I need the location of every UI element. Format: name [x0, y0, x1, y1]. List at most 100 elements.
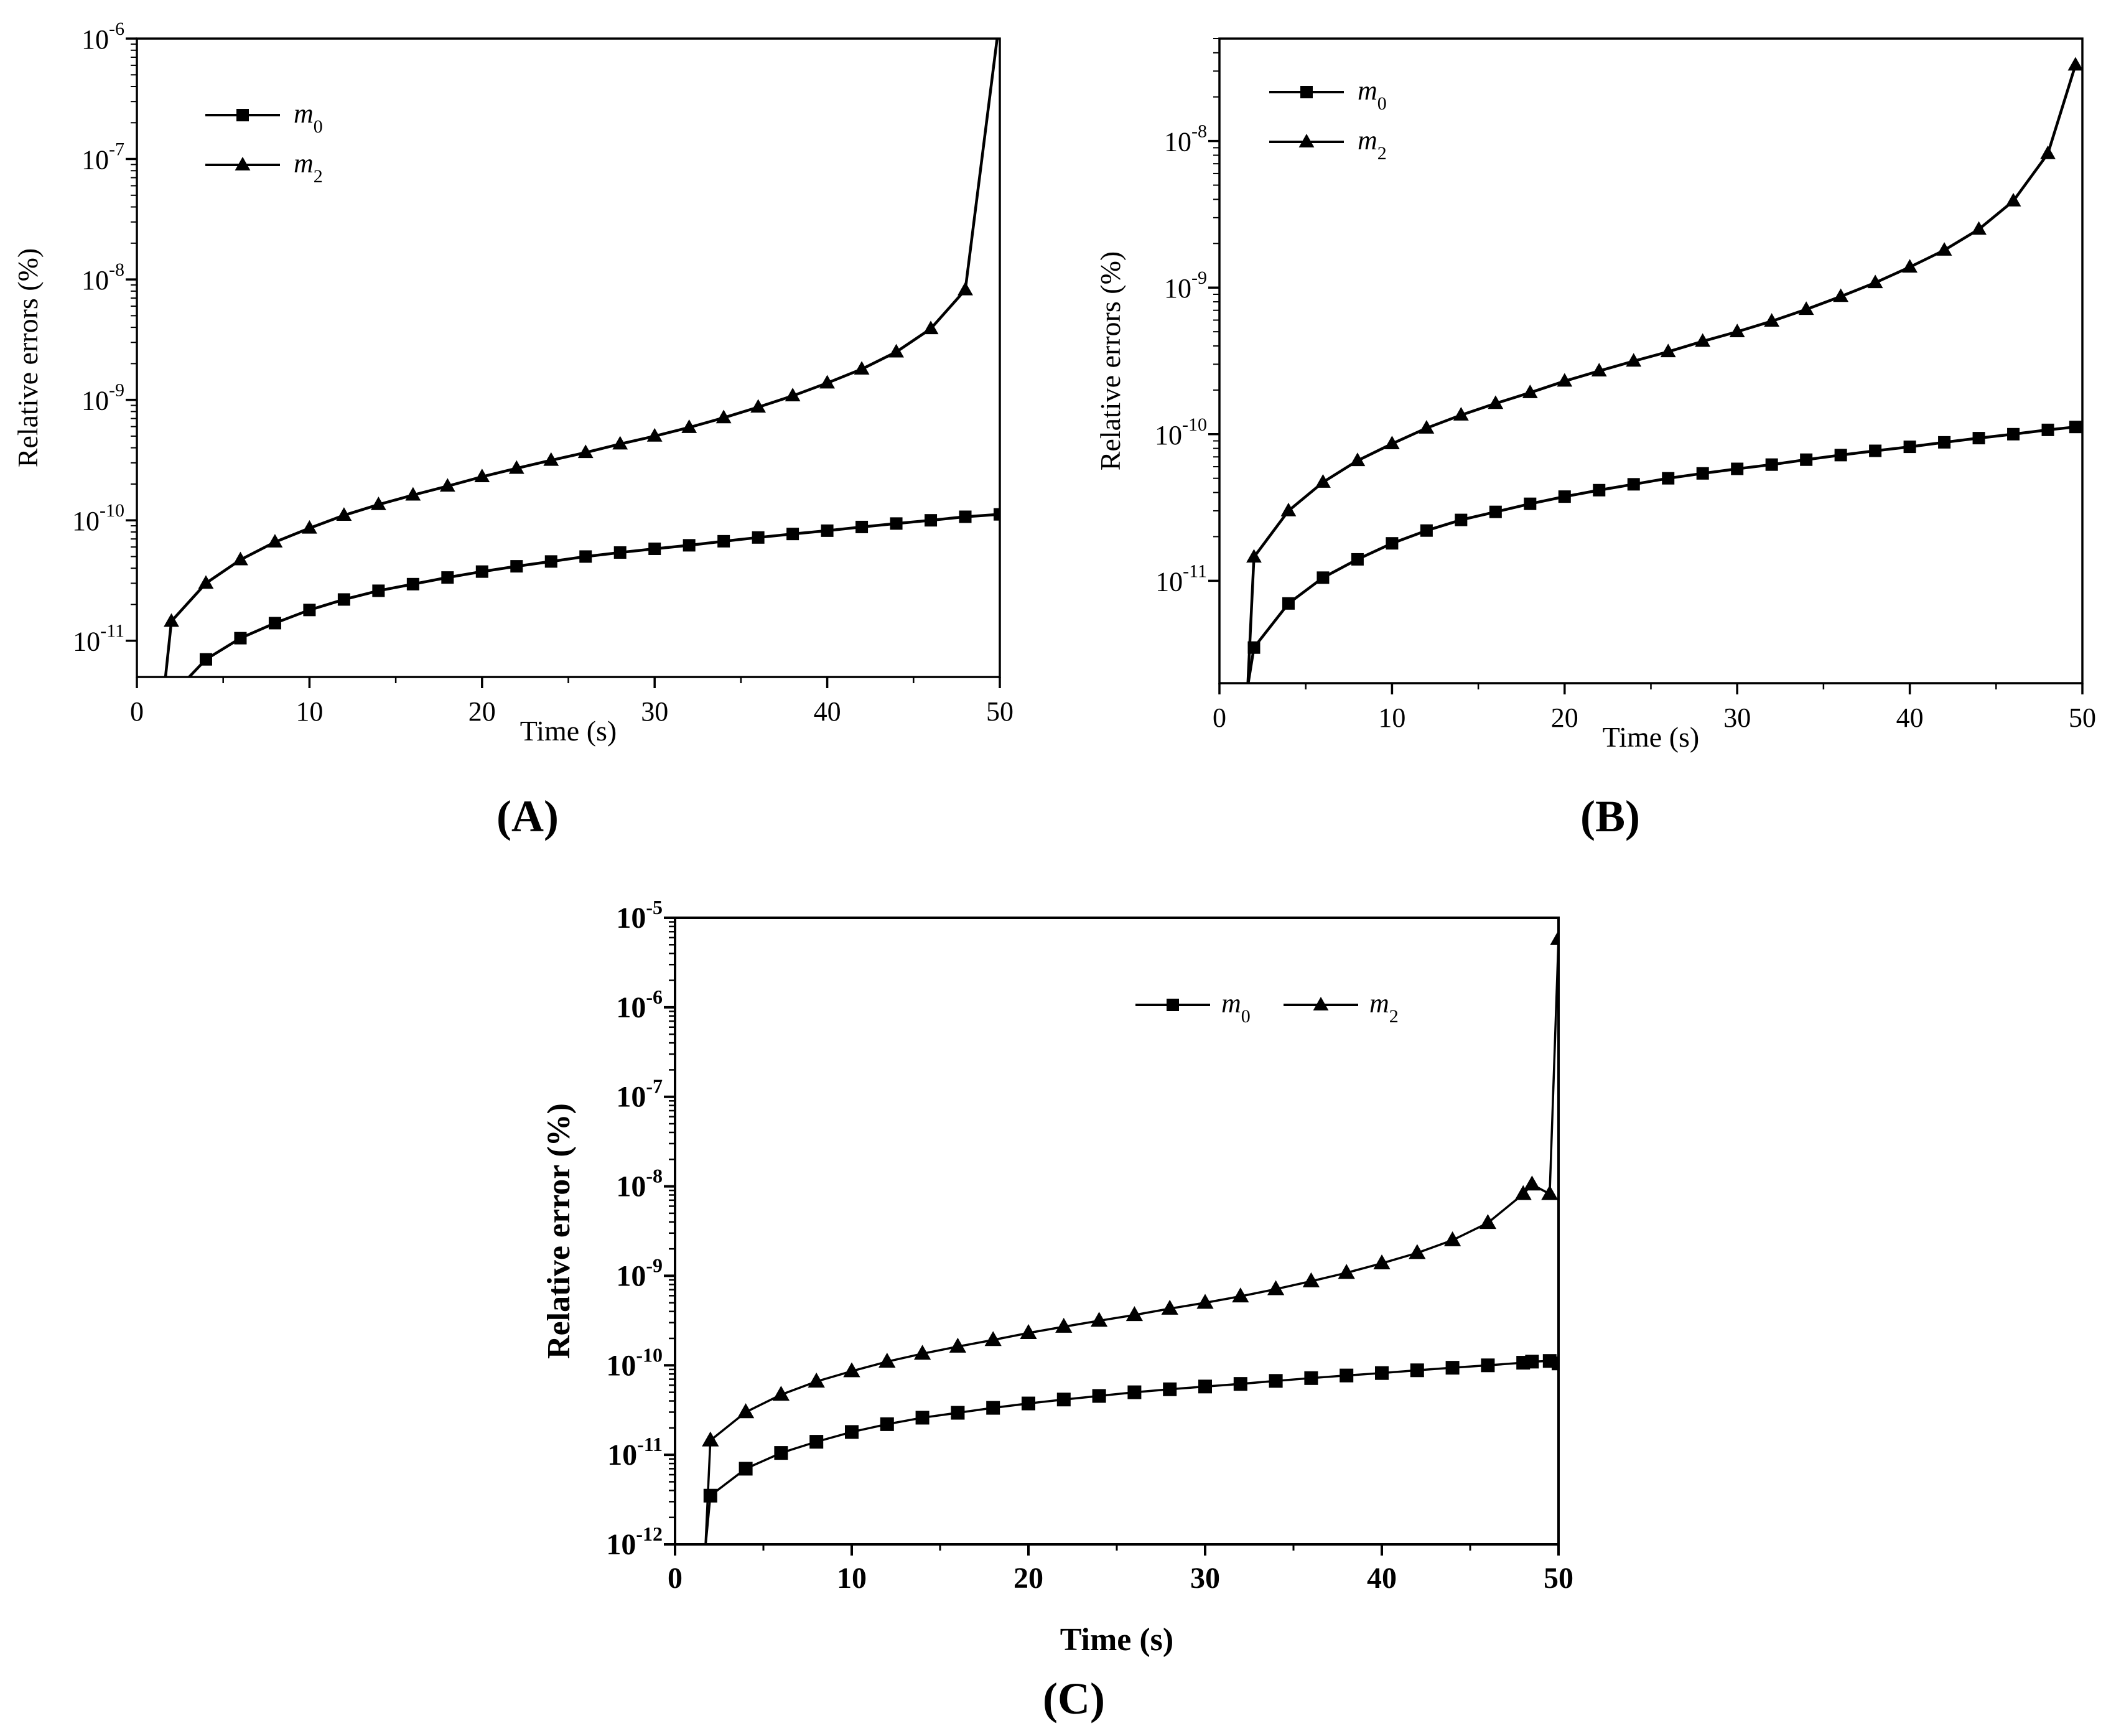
data-point-m0 [268, 617, 281, 630]
data-point-m2 [1280, 502, 1297, 516]
plot-frame [674, 917, 1560, 1546]
data-point-m0 [1282, 597, 1295, 610]
y-tick-label: 10-8 [1164, 121, 1207, 157]
y-axis-title: Relative errors (%) [12, 248, 44, 468]
data-point-m2 [1349, 452, 1366, 467]
y-tick-label: 10-8 [82, 259, 124, 296]
data-point-m0 [1233, 1377, 1247, 1391]
data-point-m0 [1524, 497, 1537, 510]
data-point-m0 [1351, 553, 1364, 566]
data-point-m0 [1410, 1363, 1424, 1378]
data-point-m0 [372, 584, 385, 597]
data-point-m2 [1384, 436, 1400, 450]
data-point-m2 [1196, 1294, 1214, 1309]
legend-label: m0 [1358, 75, 1387, 114]
data-point-m0 [959, 510, 972, 523]
data-point-m0 [739, 1462, 753, 1476]
data-point-m0 [951, 1406, 965, 1420]
data-point-m0 [1022, 1396, 1035, 1411]
data-point-m0 [1489, 505, 1502, 518]
data-point-m0 [786, 528, 799, 541]
data-point-m0 [1375, 1366, 1389, 1380]
data-point-m2 [577, 444, 594, 459]
data-point-m0 [1198, 1379, 1212, 1394]
data-point-m0 [774, 1446, 788, 1460]
data-point-m0 [1869, 444, 1882, 457]
y-tick-label: 10-11 [1155, 561, 1207, 597]
y-axis-title: Relative error (%) [541, 1103, 577, 1359]
data-point-m2 [819, 375, 835, 389]
data-point-m2 [1302, 1272, 1320, 1287]
series-line-m2 [1246, 64, 2077, 683]
data-point-m2 [1591, 363, 1607, 376]
data-point-m0 [544, 555, 557, 568]
data-point-m0 [1455, 513, 1468, 526]
data-point-m2 [1833, 288, 1849, 302]
data-point-m2 [854, 361, 870, 375]
data-point-m0 [880, 1417, 894, 1431]
data-point-m2 [370, 496, 386, 510]
data-point-m2 [888, 343, 904, 358]
legend-marker [1298, 133, 1315, 147]
data-point-m0 [1481, 1358, 1495, 1373]
data-point-m0 [1552, 1356, 1559, 1371]
data-point-m2 [612, 436, 628, 450]
data-point-m2 [1419, 420, 1435, 434]
data-point-m2 [198, 575, 214, 589]
data-point-m2 [1488, 395, 1504, 409]
data-point-m0 [613, 546, 627, 559]
x-tick-label: 40 [814, 696, 841, 727]
data-point-m2 [646, 427, 663, 442]
data-point-m0 [855, 520, 869, 533]
data-point-m0 [234, 632, 247, 645]
legend-marker [1167, 999, 1179, 1011]
data-point-m0 [1972, 432, 1985, 445]
panel-label: (C) [1043, 1674, 1105, 1724]
data-point-m2 [878, 1353, 896, 1368]
legend-item-m2: m2 [205, 148, 323, 187]
data-point-m0 [1056, 1393, 1071, 1407]
data-point-m0 [1525, 1355, 1539, 1369]
data-point-m0 [510, 560, 523, 573]
data-point-m0 [199, 653, 212, 666]
x-tick-label: 10 [837, 1562, 867, 1595]
data-point-m2 [474, 469, 490, 482]
data-point-m0 [1662, 472, 1675, 485]
data-point-m2 [233, 551, 248, 566]
data-point-m0 [1903, 441, 1916, 454]
x-tick-label: 50 [1544, 1562, 1573, 1595]
data-point-m2 [508, 460, 524, 474]
legend-label: m0 [1221, 988, 1251, 1027]
data-point-m2 [1522, 385, 1538, 398]
data-point-m0 [890, 517, 903, 530]
legend-marker [1313, 996, 1329, 1010]
legend-label: m0 [294, 98, 323, 137]
y-tick-label: 10-8 [616, 1165, 663, 1203]
panel-label: (A) [496, 791, 559, 841]
data-point-m2 [543, 452, 559, 466]
data-point-m2 [681, 419, 697, 433]
y-tick-label: 10-11 [607, 1433, 663, 1472]
y-tick-label: 10-9 [1164, 268, 1207, 304]
data-point-m2 [808, 1372, 825, 1388]
data-point-m0 [2041, 423, 2054, 436]
x-tick-label: 0 [1213, 702, 1226, 733]
data-point-m2 [1550, 930, 1559, 945]
data-point-m2 [1867, 274, 1883, 289]
plot-frame [136, 37, 1001, 678]
data-point-m2 [702, 1431, 719, 1447]
y-tick-label: 10-12 [606, 1523, 663, 1561]
chart-panel-c: 0 10 20 30 40 50 10-12 10-11 10-10 10-9 10-8 10-7 10… [541, 896, 1573, 1724]
data-point-m2 [1626, 353, 1642, 367]
data-point-m0 [1800, 453, 1813, 466]
x-axis-title: Time (s) [520, 715, 617, 747]
data-point-m0 [703, 1488, 717, 1503]
y-tick-label: 10-6 [616, 986, 663, 1024]
data-point-m2 [2067, 57, 2082, 71]
series-line-m2 [164, 39, 999, 677]
data-point-m0 [579, 550, 592, 563]
data-point-m2 [1338, 1264, 1355, 1279]
legend-marker [1300, 86, 1313, 98]
x-tick-label: 20 [468, 696, 496, 727]
y-tick-label: 10-9 [82, 380, 124, 416]
